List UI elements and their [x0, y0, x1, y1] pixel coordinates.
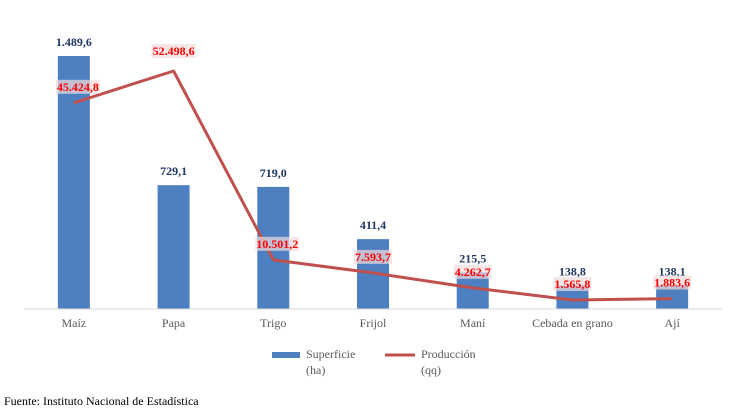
production-line — [73, 69, 673, 302]
legend-label-superficie-line2: (ha) — [306, 363, 326, 377]
bar — [57, 56, 90, 309]
bar — [157, 185, 190, 309]
line-data-label: 10.501,2 — [255, 236, 300, 251]
line-data-label-text: 45.424,8 — [57, 80, 99, 94]
x-tick-label: Maní — [460, 316, 486, 330]
bar — [656, 285, 689, 309]
line-data-label: 4.262,7 — [453, 264, 492, 279]
bar-data-label: 411,4 — [360, 218, 386, 232]
source-note: Fuente: Instituto Nacional de Estadístic… — [4, 394, 199, 408]
bar-data-label: 138,1 — [659, 265, 686, 279]
bar-data-label: 719,0 — [260, 166, 287, 180]
bar-data-label: 1.489,6 — [56, 35, 92, 49]
line-data-label-bg — [653, 275, 692, 290]
line-data-label-text: 7.593,7 — [355, 250, 391, 264]
legend-label-superficie: Superficie (ha) — [306, 346, 355, 378]
line-data-label-bg — [453, 264, 492, 279]
line-data-label: 45.424,8 — [55, 79, 100, 94]
line-data-label-bg — [55, 79, 100, 94]
line-data-label-text: 1.883,6 — [654, 276, 690, 290]
x-tick-label: Ají — [664, 316, 680, 330]
line-data-label-bg — [354, 249, 392, 264]
legend-label-produccion-line1: Producción — [421, 347, 476, 361]
line-data-label-bg — [151, 44, 196, 58]
bar-data-label: 215,5 — [459, 251, 486, 265]
line-data-label: 7.593,7 — [354, 249, 392, 264]
bar — [556, 285, 589, 309]
line-data-label-bg — [255, 236, 300, 251]
x-tick-label: Maíz — [62, 316, 87, 330]
x-tick-label: Trigo — [260, 316, 286, 330]
x-tick-label: Cebada en grano — [532, 316, 613, 330]
line-series-produccion — [73, 69, 673, 302]
legend-label-produccion-line2: (qq) — [421, 363, 441, 377]
line-data-label-text: 4.262,7 — [455, 265, 491, 279]
legend-swatch-line — [385, 353, 415, 357]
line-data-label: 1.883,6 — [653, 275, 692, 290]
bar-data-label: 138,8 — [559, 264, 586, 278]
legend-item-superficie: Superficie (ha) — [272, 346, 355, 378]
bar-data-labels: 1.489,6 729,1 719,0 411,4 215,5 138,8 138,1 — [56, 35, 686, 279]
line-data-label-bg — [553, 277, 592, 291]
line-data-label: 52.498,6 — [151, 44, 196, 58]
line-data-label-text: 10.501,2 — [256, 237, 298, 251]
bar-series-superficie — [57, 56, 689, 309]
legend: Superficie (ha) Producción (qq) — [272, 346, 572, 386]
line-data-labels: 45.424,8 52.498,6 10.501,2 7.593,7 4.262,7 1.… — [55, 44, 692, 291]
line-data-label-text: 52.498,6 — [153, 44, 195, 58]
x-tick-labels: Maíz Papa Trigo Frijol Maní Cebada en grano Aj… — [62, 316, 681, 330]
legend-swatch-bar — [272, 352, 300, 358]
legend-label-produccion: Producción (qq) — [421, 346, 476, 378]
line-data-label: 1.565,8 — [553, 277, 592, 291]
legend-label-superficie-line1: Superficie — [306, 347, 356, 361]
legend-item-produccion: Producción (qq) — [385, 346, 476, 378]
line-data-label-text: 1.565,8 — [554, 277, 590, 291]
bar-data-label: 729,1 — [160, 164, 187, 178]
x-tick-label: Frijol — [360, 316, 387, 330]
x-tick-label: Papa — [162, 316, 186, 330]
